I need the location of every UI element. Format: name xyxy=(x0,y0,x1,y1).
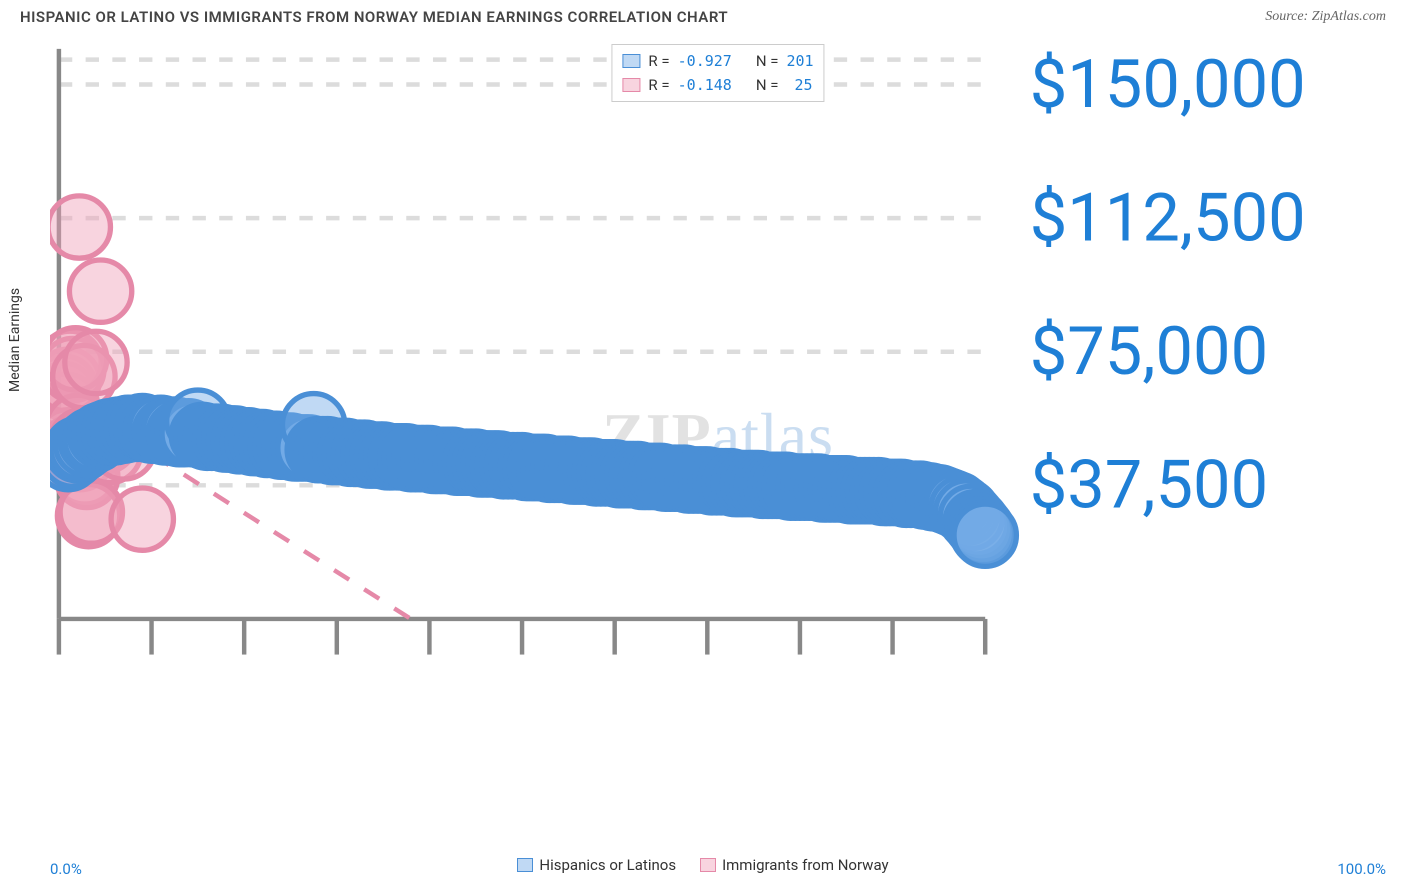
legend-row-hispanics: R = -0.927 N = 201 xyxy=(622,49,813,73)
r-value-norway: -0.148 xyxy=(678,73,732,97)
svg-text:$150,000: $150,000 xyxy=(1030,46,1306,124)
series-legend: Hispanics or Latinos Immigrants from Nor… xyxy=(0,856,1406,874)
swatch-norway xyxy=(622,78,640,92)
swatch-hispanics xyxy=(622,54,640,68)
chart-title: HISPANIC OR LATINO VS IMMIGRANTS FROM NO… xyxy=(20,8,728,26)
svg-text:$75,000: $75,000 xyxy=(1030,313,1268,391)
legend-label-hispanics: Hispanics or Latinos xyxy=(539,856,676,874)
n-value-hispanics: 201 xyxy=(786,49,813,73)
chart-area: Median Earnings ZIPatlas $37,500$75,000$… xyxy=(50,40,1386,832)
legend-row-norway: R = -0.148 N = 25 xyxy=(622,73,813,97)
svg-text:$112,500: $112,500 xyxy=(1030,179,1306,257)
source-attribution: Source: ZipAtlas.com xyxy=(1265,9,1386,25)
legend-item-hispanics: Hispanics or Latinos xyxy=(517,856,676,874)
source-prefix: Source: xyxy=(1265,9,1312,24)
n-value-norway: 25 xyxy=(786,73,812,97)
correlation-legend: R = -0.927 N = 201 R = -0.148 N = 25 xyxy=(611,44,824,102)
n-label: N = xyxy=(756,49,779,73)
svg-text:$37,500: $37,500 xyxy=(1030,447,1268,525)
legend-label-norway: Immigrants from Norway xyxy=(722,856,889,874)
swatch-norway-icon xyxy=(700,858,716,872)
scatter-plot: $37,500 $75,000 $112,500 $150,000 xyxy=(50,40,1386,708)
n-label: N = xyxy=(756,73,779,97)
r-label: R = xyxy=(648,73,669,97)
source-name: ZipAtlas.com xyxy=(1312,9,1386,24)
y-axis-label: Median Earnings xyxy=(7,288,23,392)
legend-item-norway: Immigrants from Norway xyxy=(700,856,889,874)
swatch-hispanics-icon xyxy=(517,858,533,872)
r-value-hispanics: -0.927 xyxy=(678,49,732,73)
r-label: R = xyxy=(648,49,669,73)
header-bar: HISPANIC OR LATINO VS IMMIGRANTS FROM NO… xyxy=(0,0,1406,30)
